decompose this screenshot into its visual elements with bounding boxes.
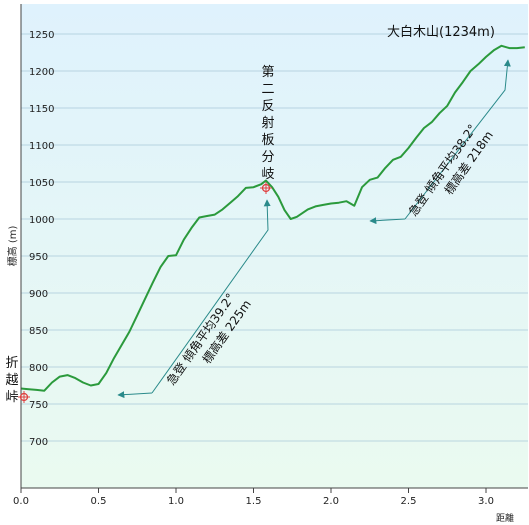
svg-text:分: 分 bbox=[261, 150, 274, 165]
svg-text:第: 第 bbox=[261, 65, 274, 80]
y-tick-label: 1150 bbox=[29, 104, 54, 115]
slope2-arrow bbox=[404, 59, 511, 220]
pass-label: 折 越 峠 bbox=[5, 356, 18, 405]
y-tick-label: 850 bbox=[29, 326, 48, 337]
fork-label: 第 二 反 射 板 分 岐 bbox=[261, 65, 274, 182]
grid-lines bbox=[21, 33, 528, 442]
svg-text:岐: 岐 bbox=[261, 167, 274, 182]
y-tick-label: 1250 bbox=[29, 30, 54, 41]
peak-label: 大白木山(1234m) bbox=[387, 24, 495, 40]
fork-marker bbox=[260, 182, 272, 194]
y-tick-label: 700 bbox=[29, 437, 48, 448]
y-tick-label: 900 bbox=[29, 289, 48, 300]
elevation-profile-line bbox=[20, 44, 525, 392]
y-tick-label: 1000 bbox=[29, 215, 54, 226]
y-tick-label: 800 bbox=[29, 363, 48, 374]
svg-text:板: 板 bbox=[261, 133, 274, 148]
slope2-arrow-tail bbox=[369, 217, 406, 225]
x-tick-label: 2.5 bbox=[401, 496, 417, 507]
pass-marker bbox=[18, 391, 30, 403]
x-tick-label: 2.0 bbox=[323, 496, 339, 507]
y-tick-label: 1200 bbox=[29, 67, 54, 78]
plot-area-background bbox=[21, 4, 528, 488]
x-axis-ticks: 0.0 0.5 1.0 1.5 2.0 2.5 3.0 bbox=[13, 488, 494, 507]
x-tick-label: 0.5 bbox=[91, 496, 107, 507]
svg-text:反: 反 bbox=[261, 99, 274, 114]
x-tick-label: 0.0 bbox=[13, 496, 29, 507]
svg-text:折: 折 bbox=[5, 356, 18, 371]
x-tick-label: 3.0 bbox=[478, 496, 494, 507]
svg-text:二: 二 bbox=[261, 82, 274, 97]
slope1-arrow-tail bbox=[117, 391, 153, 399]
y-tick-label: 950 bbox=[29, 252, 48, 263]
x-tick-label: 1.5 bbox=[246, 496, 262, 507]
svg-text:越: 越 bbox=[5, 373, 18, 388]
x-tick-label: 1.0 bbox=[168, 496, 184, 507]
svg-text:峠: 峠 bbox=[5, 390, 18, 405]
slope1-arrow bbox=[151, 199, 271, 394]
y-axis-ticks: 700 750 800 850 900 950 1000 1050 1100 1150 1200 12… bbox=[29, 30, 54, 448]
y-tick-label: 750 bbox=[29, 400, 48, 411]
y-tick-label: 1100 bbox=[29, 141, 54, 152]
y-tick-label: 1050 bbox=[29, 178, 54, 189]
y-axis-label: 標高 (m) bbox=[6, 226, 19, 267]
svg-text:射: 射 bbox=[261, 115, 274, 131]
x-axis-label: 距離 bbox=[496, 512, 514, 524]
